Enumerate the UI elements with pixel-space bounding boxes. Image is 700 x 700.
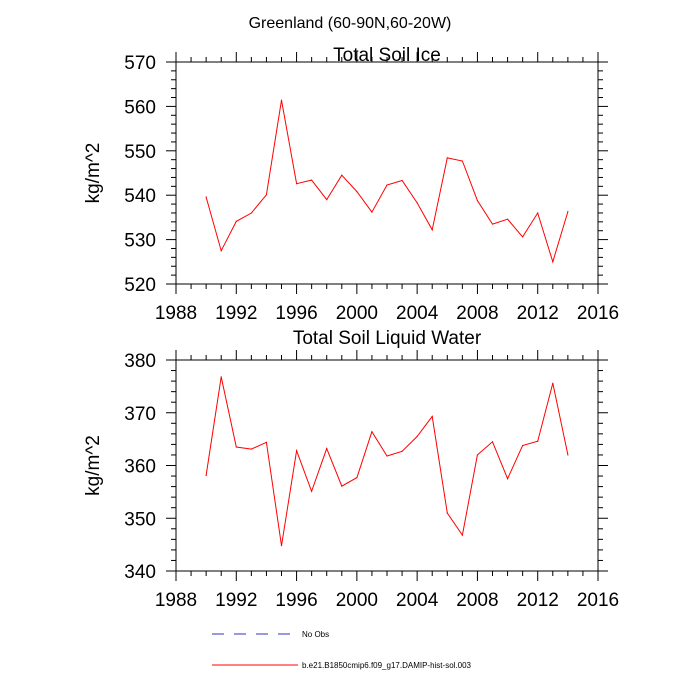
data-point xyxy=(461,160,463,162)
panel-title: Total Soil Liquid Water xyxy=(293,328,482,349)
y-tick-label: 380 xyxy=(124,351,156,372)
data-point xyxy=(476,199,479,202)
data-point xyxy=(431,229,433,231)
data-point xyxy=(567,211,569,213)
data-point xyxy=(280,545,283,547)
data-point xyxy=(401,450,403,452)
data-point xyxy=(506,478,509,480)
plot-frame xyxy=(175,61,599,285)
data-point xyxy=(311,179,313,181)
x-tick-label: 2004 xyxy=(396,590,439,611)
x-tick-label: 1988 xyxy=(155,303,197,324)
legend: No Obs b.e21.B1850cmip6.f09_g17.DAMIP-hi… xyxy=(212,630,472,670)
data-point xyxy=(416,435,418,438)
data-point xyxy=(295,450,298,452)
x-tick-label: 2012 xyxy=(517,303,559,324)
data-point xyxy=(567,454,569,456)
data-point xyxy=(295,183,298,185)
data-point xyxy=(491,441,494,443)
data-point xyxy=(401,179,403,182)
data-point xyxy=(446,512,448,514)
data-point xyxy=(356,191,358,193)
y-axis-label: kg/m^2 xyxy=(83,435,104,496)
x-tick-label: 1988 xyxy=(155,590,197,611)
y-tick-label: 360 xyxy=(124,457,156,478)
data-point xyxy=(416,202,418,204)
data-point xyxy=(341,485,343,487)
y-tick-label: 370 xyxy=(124,404,156,425)
y-tick-label: 530 xyxy=(124,231,156,252)
x-tick-label: 2008 xyxy=(456,303,498,324)
x-tick-label: 2016 xyxy=(577,590,619,611)
y-axis-label: kg/m^2 xyxy=(83,143,104,204)
x-tick-label: 1996 xyxy=(275,303,317,324)
data-point xyxy=(220,376,222,378)
data-point xyxy=(356,477,358,479)
data-point xyxy=(522,444,524,447)
y-tick-label: 550 xyxy=(124,142,156,163)
x-tick-label: 2000 xyxy=(336,590,378,611)
x-tick-label: 2000 xyxy=(336,303,378,324)
y-tick-label: 560 xyxy=(124,97,156,118)
data-point xyxy=(341,174,343,176)
y-tick-label: 540 xyxy=(124,186,156,207)
y-tick-label: 350 xyxy=(124,509,156,530)
y-tick-label: 520 xyxy=(124,275,156,296)
data-point xyxy=(461,534,463,536)
data-point xyxy=(326,199,328,201)
panel-total-soil-ice: Total Soil Ice 1988 1992 1996 2000 2004 2008 20… xyxy=(83,45,619,324)
data-point xyxy=(220,250,222,252)
data-point xyxy=(235,220,237,222)
data-point xyxy=(431,415,433,418)
data-point xyxy=(506,218,509,220)
data-point xyxy=(371,211,373,213)
x-tick-label: 2012 xyxy=(517,590,559,611)
data-point xyxy=(386,455,388,457)
y-tick-label: 340 xyxy=(124,562,156,583)
x-tick-label: 1992 xyxy=(215,303,257,324)
y-tick-label: 570 xyxy=(124,53,156,74)
panel-total-soil-liquid-water: Total Soil Liquid Water 1988 1992 1996 2000 2… xyxy=(83,328,619,611)
data-point xyxy=(205,196,207,198)
data-point xyxy=(250,212,252,214)
data-point xyxy=(326,448,328,450)
series-line-b-e21-b1850cmip6-f09-g17-damip-hist-sol-003 xyxy=(205,100,569,264)
data-point xyxy=(386,184,388,186)
data-point xyxy=(250,448,252,450)
data-point xyxy=(476,454,479,456)
series-line-b-e21-b1850cmip6-f09-g17-damip-hist-sol-003 xyxy=(205,376,569,546)
x-tick-label: 1992 xyxy=(215,590,257,611)
legend-label-model: b.e21.B1850cmip6.f09_g17.DAMIP-hist-sol.… xyxy=(302,661,472,670)
data-point xyxy=(280,99,283,101)
data-point xyxy=(491,223,494,225)
plot-frame xyxy=(175,359,599,572)
data-point xyxy=(537,212,539,214)
data-point xyxy=(446,157,448,159)
data-point xyxy=(265,441,268,443)
x-tick-label: 2004 xyxy=(396,303,439,324)
data-point xyxy=(552,382,554,384)
data-point xyxy=(552,261,554,263)
panel-title: Total Soil Ice xyxy=(333,45,441,66)
data-point xyxy=(371,431,373,433)
data-point xyxy=(265,194,268,196)
data-point xyxy=(235,446,237,448)
x-tick-label: 2016 xyxy=(577,303,619,324)
x-tick-label: 1996 xyxy=(275,590,317,611)
data-point xyxy=(522,236,524,238)
x-tick-label: 2008 xyxy=(456,590,498,611)
figure-title: Greenland (60-90N,60-20W) xyxy=(249,15,452,32)
legend-label-no-obs: No Obs xyxy=(302,630,329,639)
data-point xyxy=(537,440,539,442)
data-point xyxy=(205,474,207,477)
data-point xyxy=(311,490,313,492)
